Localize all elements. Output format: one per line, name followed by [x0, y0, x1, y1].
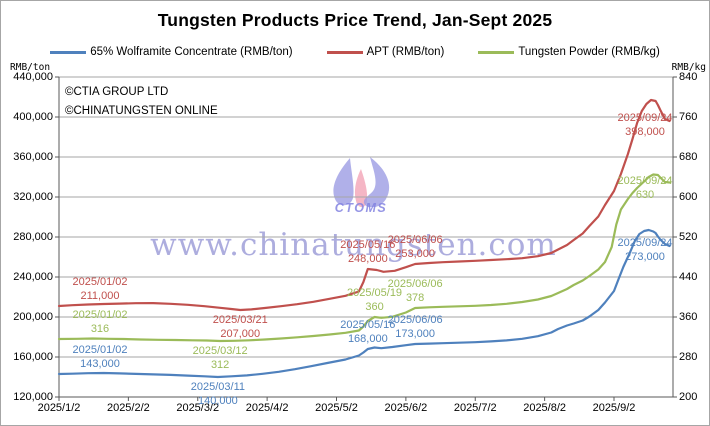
data-label-date: 2025/05/16: [340, 239, 396, 251]
data-label-value: 207,000: [220, 327, 261, 340]
data-label-value: 273,000: [625, 250, 665, 263]
y-axis-tick-label-right: 200: [679, 390, 698, 403]
y-axis-tick-label-right: 600: [679, 190, 698, 203]
y-axis-tick-label-left: 320,000: [13, 190, 53, 203]
data-label-value: 211,000: [80, 289, 120, 302]
watermark-text: www.chinatungsten.com: [150, 227, 557, 263]
y-axis-tick-label-right: 680: [679, 150, 698, 163]
data-label: 2025/03/21 207,000: [188, 314, 292, 341]
y-axis-tick-label-left: 240,000: [13, 270, 53, 283]
data-label-date: 2025/05/16: [340, 319, 396, 331]
x-axis-tick-label: 2025/2/2: [106, 402, 150, 414]
y-axis-tick-label-right: 840: [679, 70, 698, 83]
x-axis-tick-label: 2025/1/2: [37, 402, 81, 414]
y-axis-tick-label-left: 120,000: [13, 390, 53, 403]
data-label-date: 2025/03/11: [190, 381, 246, 393]
y-axis-tick-label-left: 360,000: [13, 150, 53, 163]
data-label-value: 378: [405, 291, 425, 304]
data-label-date: 2025/03/21: [212, 314, 268, 326]
data-label-date: 2025/01/02: [72, 309, 128, 321]
series-line: [57, 173, 671, 343]
data-label-date: 2025/03/12: [192, 345, 248, 357]
data-label-value: 248,000: [347, 252, 388, 265]
data-label-date: 2025/06/06: [387, 314, 443, 326]
left-axis-unit: RMB/ton: [10, 62, 51, 73]
x-axis-tick-label: 2025/9/2: [592, 402, 636, 414]
data-label: 2025/09/24 273,000: [593, 237, 697, 264]
data-label-date: 2025/01/02: [72, 276, 128, 288]
y-axis-tick-label-left: 440,000: [13, 70, 53, 83]
y-axis-tick-label-right: 360: [679, 310, 698, 323]
data-label: 2025/05/19 360: [323, 287, 427, 314]
data-label-date: 2025/09/24: [617, 237, 673, 249]
legend-item-wolframite: 65% Wolframite Concentrate (RMB/ton): [50, 46, 293, 58]
data-label-date: 2025/06/06: [387, 234, 443, 246]
data-label: 2025/01/02 211,000: [48, 276, 152, 303]
data-label: 2025/05/16 248,000: [316, 239, 420, 266]
wolframite-line-swatch: [50, 50, 87, 54]
data-label-value: 140,000: [198, 394, 238, 407]
y-axis-tick-label-right: 440: [679, 270, 698, 283]
data-label: 2025/03/11 140,000: [166, 381, 270, 408]
series-line: [57, 228, 671, 379]
data-label-value: 316: [90, 322, 110, 335]
data-label: 2025/06/06 253,000: [363, 234, 467, 261]
x-axis-tick-label: 2025/4/2: [245, 402, 289, 414]
x-axis-tick-label: 2025/3/2: [176, 402, 220, 414]
x-axis-tick-label: 2025/8/2: [523, 402, 567, 414]
legend: 65% Wolframite Concentrate (RMB/ton) APT…: [1, 46, 709, 58]
data-label-value: 312: [210, 358, 230, 371]
x-axis-tick-label: 2025/5/2: [315, 402, 358, 414]
data-label-date: 2025/09/24: [617, 175, 673, 187]
right-axis-unit: RMB/kg: [671, 62, 706, 73]
tungsten-powder-line-swatch: [478, 50, 515, 54]
copyright-line-2: ©CHINATUNGSTEN ONLINE: [65, 105, 218, 117]
legend-label: Tungsten Powder (RMB/kg): [518, 46, 660, 58]
data-label-value: 253,000: [395, 247, 435, 260]
data-label: 2025/01/02 143,000: [48, 344, 152, 371]
x-axis-tick-label: 2025/7/2: [453, 402, 497, 414]
data-label: 2025/06/06 378: [363, 278, 467, 305]
x-axis-tick-label: 2025/6/2: [384, 402, 428, 414]
copyright-line-1: ©CTIA GROUP LTD: [65, 86, 169, 98]
data-label-date: 2025/06/06: [387, 278, 443, 290]
data-label-date: 2025/05/19: [347, 287, 403, 299]
legend-label: APT (RMB/ton): [366, 46, 445, 58]
y-axis-tick-label-right: 760: [679, 110, 698, 123]
y-axis-tick-label-left: 400,000: [13, 110, 53, 123]
data-label-value: 630: [635, 188, 655, 201]
y-axis-tick-label-left: 200,000: [13, 310, 53, 323]
data-label-value: 173,000: [395, 327, 435, 340]
y-axis-tick-label-left: 280,000: [13, 230, 53, 243]
y-axis-tick-label-right: 280: [679, 350, 698, 363]
data-label-date: 2025/09/24: [617, 112, 673, 124]
legend-item-tungsten-powder: Tungsten Powder (RMB/kg): [478, 46, 660, 58]
data-label: 2025/01/02 316: [48, 309, 152, 336]
data-label-value: 168,000: [347, 332, 388, 345]
y-axis-tick-label-right: 520: [679, 230, 698, 243]
data-label-value: 143,000: [80, 357, 120, 370]
data-label: 2025/09/24 630: [593, 175, 697, 202]
copyright: ©CTIA GROUP LTD ©CHINATUNGSTEN ONLINE: [65, 83, 218, 121]
data-label-value: 398,000: [625, 125, 665, 138]
data-label: 2025/03/12 312: [168, 345, 272, 372]
chart-title: Tungsten Products Price Trend, Jan-Sept …: [157, 10, 553, 30]
data-label-value: 360: [365, 300, 384, 313]
ctoms-logo-label: CTOMS: [334, 201, 388, 215]
series-line: [57, 98, 671, 312]
apt-line-swatch: [326, 50, 363, 54]
y-axis-tick-label-left: 160,000: [13, 350, 53, 363]
data-label-date: 2025/01/02: [72, 344, 128, 356]
legend-label: 65% Wolframite Concentrate (RMB/ton): [90, 46, 293, 58]
data-label: 2025/06/06 173,000: [363, 314, 467, 341]
data-label: 2025/09/24 398,000: [593, 112, 697, 139]
data-label: 2025/05/16 168,000: [316, 319, 420, 346]
legend-item-apt: APT (RMB/ton): [326, 46, 445, 58]
ctoms-logo-icon: [328, 157, 394, 212]
